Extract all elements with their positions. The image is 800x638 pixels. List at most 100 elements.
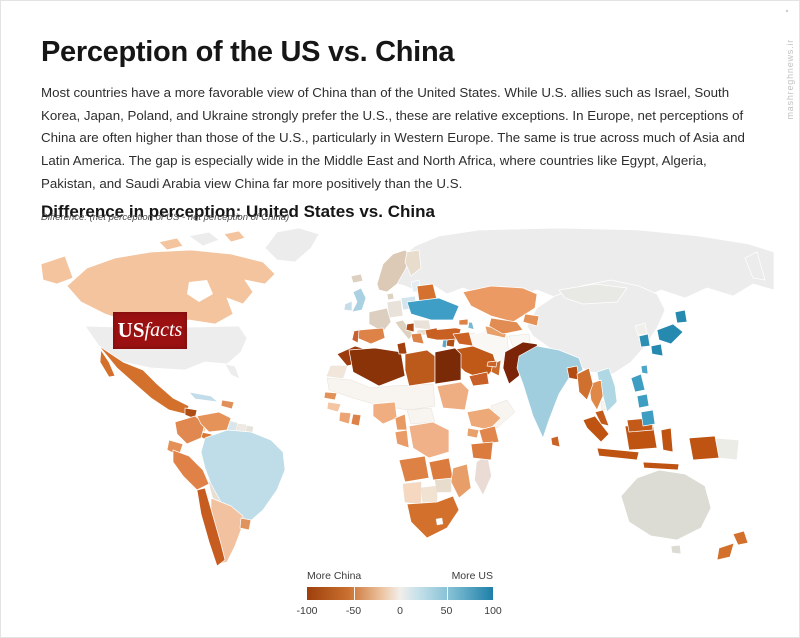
legend-ticks: -100 -50 0 50 100 [296, 600, 501, 617]
chart-caption: Difference: (net perception of US - net … [41, 212, 290, 223]
legend-tick-100: 100 [484, 605, 502, 617]
country-algeria [348, 347, 406, 387]
black-sea [435, 320, 458, 330]
legend-gradient-bar [307, 587, 493, 600]
country-mexico-baja [99, 349, 116, 378]
country-philippines [630, 373, 656, 427]
country-romania [412, 319, 432, 331]
country-colombia [174, 415, 206, 445]
country-uganda [466, 427, 480, 439]
country-car [406, 407, 436, 425]
indonesia-java [596, 447, 640, 461]
country-france [368, 307, 392, 333]
country-israel [441, 339, 448, 349]
country-spain [356, 327, 386, 345]
country-italy [394, 319, 414, 341]
country-tanzania [470, 441, 494, 461]
intro-paragraph: Most countries have a more favorable vie… [41, 85, 745, 191]
philippines-luzon [630, 373, 646, 393]
country-alaska [40, 255, 74, 285]
country-taiwan [640, 364, 649, 375]
country-georgia [458, 318, 469, 326]
country-sri-lanka [550, 435, 561, 448]
indonesia-sulawesi [660, 427, 674, 453]
country-hispaniola [220, 399, 235, 410]
country-zambia [428, 457, 454, 481]
world-map [39, 226, 775, 567]
philippines-visayas [636, 393, 650, 409]
country-greenland [264, 227, 320, 263]
country-iceland [350, 273, 364, 284]
country-usa-florida [224, 363, 241, 380]
indonesia-lesser-sunda [642, 461, 680, 471]
country-mongolia [558, 283, 628, 305]
country-russia [390, 227, 775, 301]
nz-south-island [716, 542, 735, 561]
country-uzbekistan [488, 317, 524, 335]
legend-more-china-label: More China [307, 570, 362, 582]
country-ivory-coast [338, 411, 352, 425]
legend-tick--100: -100 [296, 605, 318, 617]
country-yemen [468, 371, 490, 387]
legend-tick-0: 0 [397, 605, 403, 617]
japan-hokkaido [674, 309, 688, 324]
country-gabon-congo [394, 429, 410, 449]
country-kazakhstan [462, 285, 538, 323]
country-namibia [402, 481, 422, 505]
legend-tick--50: -50 [345, 605, 362, 617]
usfacts-logo-us: US [117, 318, 145, 342]
country-western-sahara [326, 365, 348, 379]
country-dr-congo [408, 421, 450, 459]
legend-more-us-label: More US [451, 570, 493, 582]
hudson-bay [187, 280, 213, 302]
country-south-africa [406, 495, 460, 539]
country-sudan [436, 381, 470, 411]
country-south-korea [638, 333, 651, 348]
country-myanmar [576, 367, 594, 401]
country-lesotho [435, 517, 444, 526]
world-map-svg [40, 227, 775, 567]
country-greece [410, 332, 425, 345]
usfacts-logo-facts: facts [144, 319, 183, 341]
country-zimbabwe [434, 477, 452, 493]
country-japan [650, 309, 688, 357]
legend-separator [446, 587, 448, 600]
country-malaysia-peninsula [594, 409, 610, 427]
country-ghana [350, 413, 362, 427]
country-tunisia [396, 341, 408, 355]
indonesia-papua [688, 435, 720, 461]
chart-subtitle: Difference in perception: United States … [41, 202, 435, 222]
country-egypt [434, 347, 462, 385]
legend-separator [353, 587, 355, 600]
nz-north-island [732, 530, 749, 546]
country-jordan [445, 338, 456, 348]
calligraphy-logo-icon [767, 9, 791, 32]
country-uruguay [239, 517, 252, 531]
country-angola [398, 455, 430, 483]
country-serbia [405, 322, 415, 333]
color-legend: More China More US -100 -50 0 50 100 [296, 570, 501, 617]
country-madagascar [474, 455, 492, 495]
page-title: Perception of the US vs. China [41, 36, 455, 69]
country-chile [196, 487, 226, 567]
country-new-zealand [716, 530, 749, 561]
indonesia-sumatra [582, 415, 610, 443]
arctic-island [188, 231, 220, 247]
country-kyrgyzstan [522, 313, 540, 327]
country-mozambique [450, 463, 472, 499]
country-portugal [351, 329, 360, 344]
country-ireland [343, 300, 353, 312]
country-senegal [323, 391, 338, 401]
country-sahel-band [326, 377, 436, 411]
japan-honshu [656, 323, 684, 345]
country-kenya [478, 425, 500, 445]
country-uae [486, 360, 498, 368]
arctic-island [158, 237, 184, 251]
japan-kyushu [650, 343, 664, 357]
country-botswana [420, 485, 438, 505]
country-guinea [326, 401, 342, 413]
country-ethiopia [466, 407, 502, 431]
country-australia [620, 469, 712, 541]
watermark-site-text: mashreghnews.ir [785, 39, 795, 120]
